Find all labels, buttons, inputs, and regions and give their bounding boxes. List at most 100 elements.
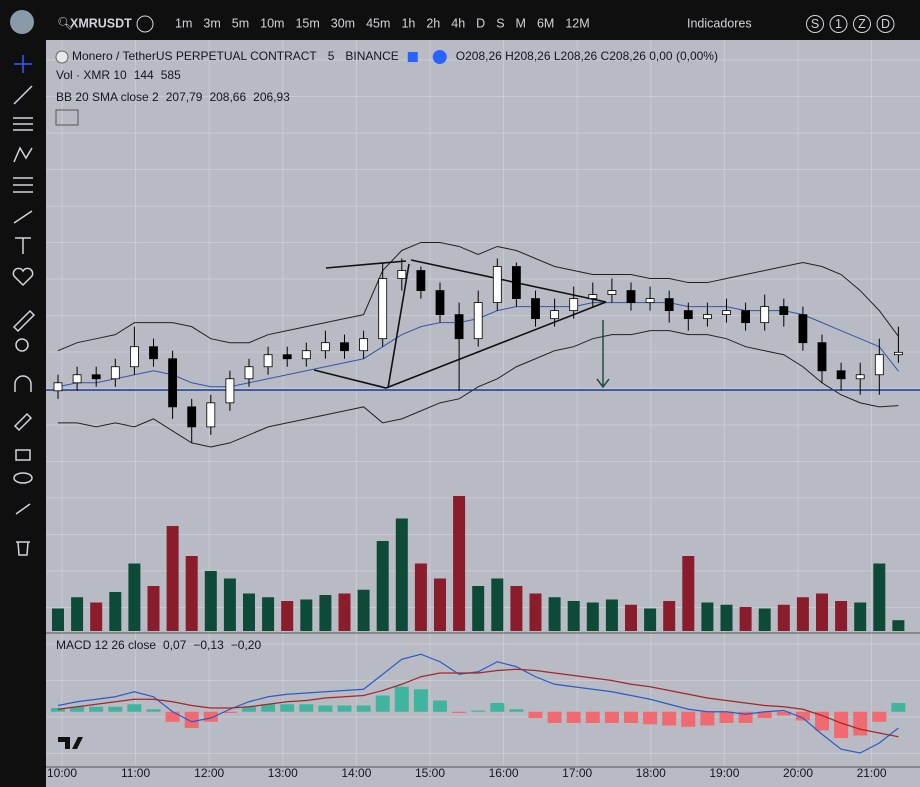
macd-histogram-bar [356, 705, 371, 712]
flag-icon[interactable] [407, 52, 418, 62]
interval-button[interactable]: 12M [565, 16, 589, 30]
favorites-tool[interactable] [12, 267, 34, 287]
candle-body [836, 370, 846, 380]
volume-bar [262, 597, 275, 631]
interval-button[interactable]: 45m [366, 16, 390, 30]
macd-histogram-bar [452, 711, 467, 713]
interval-button[interactable]: 4h [451, 16, 465, 30]
macd-histogram-bar [681, 711, 696, 727]
interval-button[interactable]: 3m [203, 16, 220, 30]
macd-histogram-bar [834, 711, 849, 738]
ruler-tool[interactable] [12, 309, 36, 333]
candle-body [492, 266, 502, 304]
macd-histogram-bar [394, 686, 409, 712]
candle-body [473, 302, 483, 340]
macd-histogram-bar [509, 709, 524, 712]
add-symbol[interactable] [136, 15, 154, 33]
interval-button[interactable]: 15m [295, 16, 319, 30]
candle-body [168, 358, 177, 408]
badge[interactable] [829, 15, 848, 33]
indicators-button[interactable]: Indicadores [687, 16, 752, 30]
volume-bar [644, 608, 657, 631]
forecast-tool[interactable] [13, 177, 33, 193]
volume-bar [414, 563, 427, 631]
bollinger-lower [58, 330, 899, 448]
macd-histogram-bar [222, 711, 237, 713]
volume-bar [281, 601, 294, 631]
interval-button[interactable]: 10m [260, 16, 284, 30]
avatar[interactable] [10, 10, 34, 34]
interval-button[interactable]: 1m [175, 16, 192, 30]
badge[interactable] [853, 15, 871, 33]
interval-button[interactable]: 1h [401, 16, 415, 30]
chart-background [46, 40, 920, 787]
lock-draw-tool[interactable] [13, 412, 33, 432]
candle-body [855, 374, 865, 380]
macd-histogram-bar [89, 706, 104, 712]
candle-body [607, 290, 617, 295]
macd-histogram-bar [261, 704, 276, 712]
trendline-tool[interactable] [13, 85, 33, 105]
volume-bar [567, 601, 580, 631]
volume-bar [395, 518, 408, 631]
volume-bar [147, 586, 160, 631]
collapse-button[interactable] [55, 109, 79, 126]
macd-histogram-bar [738, 711, 753, 723]
candle-body [798, 314, 808, 344]
macd-histogram-bar [337, 705, 352, 712]
volume-bar [548, 597, 561, 631]
volume-bar [720, 604, 733, 631]
link-tool[interactable] [15, 503, 31, 515]
crosshair-tool[interactable] [14, 55, 32, 73]
macd-histogram-bar [757, 711, 772, 718]
volume-bar [52, 608, 64, 631]
macd-histogram-bar [528, 711, 543, 718]
candle-body [874, 354, 884, 376]
symbol-icon [55, 50, 69, 64]
macd-histogram-bar [662, 711, 677, 726]
fib-tool[interactable] [13, 117, 33, 131]
macd-histogram-bar [108, 706, 123, 712]
volume-bar [357, 589, 370, 631]
interval-button[interactable]: 5m [232, 16, 249, 30]
interval-button[interactable]: 2h [426, 16, 440, 30]
badge[interactable] [876, 15, 895, 33]
badge[interactable] [806, 15, 824, 33]
visibility-tool[interactable] [13, 472, 33, 484]
interval-button[interactable]: D [476, 16, 485, 30]
macd-legend-label: MACD 12 26 close [56, 638, 156, 652]
macd-histogram-bar [566, 711, 581, 723]
candle-body [779, 306, 789, 316]
text-tool[interactable] [15, 237, 31, 254]
interval-button[interactable]: M [516, 16, 526, 30]
zoom-tool[interactable] [15, 338, 29, 352]
macd-histogram-bar [490, 703, 505, 712]
pattern-tool[interactable] [13, 146, 33, 163]
x-tick-label: 17:00 [562, 766, 592, 780]
magnet-tool[interactable] [14, 375, 32, 392]
macd-histogram-bar [51, 708, 65, 712]
macd-histogram-bar [624, 711, 638, 723]
volume-bar [128, 563, 141, 631]
macd-histogram-bar [127, 704, 142, 712]
symbol[interactable]: XMRUSDT [70, 16, 132, 30]
volume-bar [605, 599, 618, 631]
brush-tool[interactable] [13, 210, 33, 224]
macd-histogram-bar [643, 711, 658, 725]
candle-body [301, 350, 311, 360]
badge-label: Z [858, 17, 866, 31]
candle-body [569, 298, 579, 312]
candle-body [359, 338, 369, 352]
interval-button[interactable]: 30m [331, 16, 355, 30]
delete-tool[interactable] [16, 541, 30, 556]
candle-body [511, 266, 521, 299]
volume-bar [510, 586, 523, 631]
lock-tool[interactable] [15, 449, 31, 461]
replay-button[interactable] [432, 50, 447, 64]
interval-button[interactable]: S [496, 16, 504, 30]
interval-button[interactable]: 6M [537, 16, 554, 30]
volume-bar [586, 602, 599, 631]
volume-bar [663, 601, 676, 631]
candle-body [722, 310, 731, 316]
